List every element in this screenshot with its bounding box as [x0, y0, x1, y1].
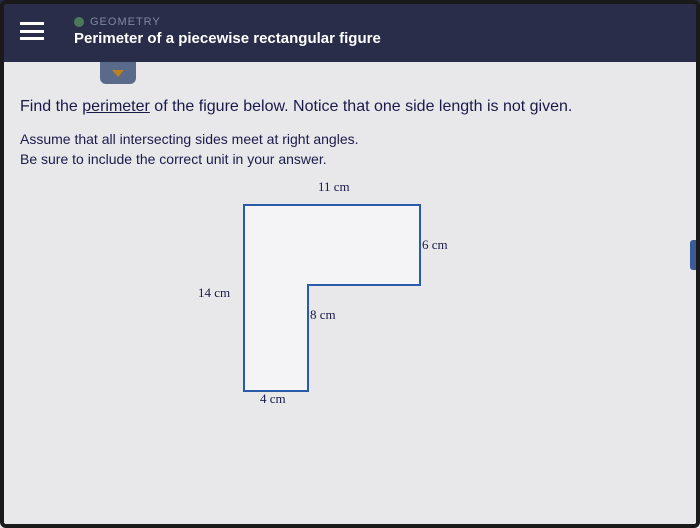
category-icon [74, 17, 84, 27]
right-panel-edge [690, 240, 700, 270]
menu-icon[interactable] [20, 22, 44, 40]
chevron-down-icon [112, 70, 124, 77]
content-area: Find the perimeter of the figure below. … [0, 62, 700, 528]
dropdown-tab[interactable] [100, 62, 136, 84]
dimension-left: 14 cm [198, 285, 230, 301]
figure-svg [240, 189, 440, 399]
header-text: GEOMETRY Perimeter of a piecewise rectan… [74, 16, 381, 47]
dimension-top: 11 cm [318, 179, 350, 195]
question-line-3: Be sure to include the correct unit in y… [20, 150, 680, 170]
dimension-bottom: 4 cm [260, 391, 286, 407]
figure-area: 11 cm 6 cm 14 cm 8 cm 4 cm [20, 179, 680, 469]
q1-post: of the figure below. Notice that one sid… [150, 98, 573, 115]
question-line-1: Find the perimeter of the figure below. … [20, 98, 680, 116]
dimension-right: 6 cm [422, 237, 448, 253]
category-text: GEOMETRY [90, 16, 161, 28]
q1-underlined: perimeter [82, 98, 150, 115]
topic-title: Perimeter of a piecewise rectangular fig… [74, 30, 381, 47]
category-label: GEOMETRY [74, 16, 381, 28]
q1-pre: Find the [20, 98, 82, 115]
piecewise-rectangle [244, 205, 420, 391]
app-header: GEOMETRY Perimeter of a piecewise rectan… [0, 0, 700, 62]
question-line-2: Assume that all intersecting sides meet … [20, 130, 680, 150]
dimension-inner-vertical: 8 cm [310, 307, 336, 323]
